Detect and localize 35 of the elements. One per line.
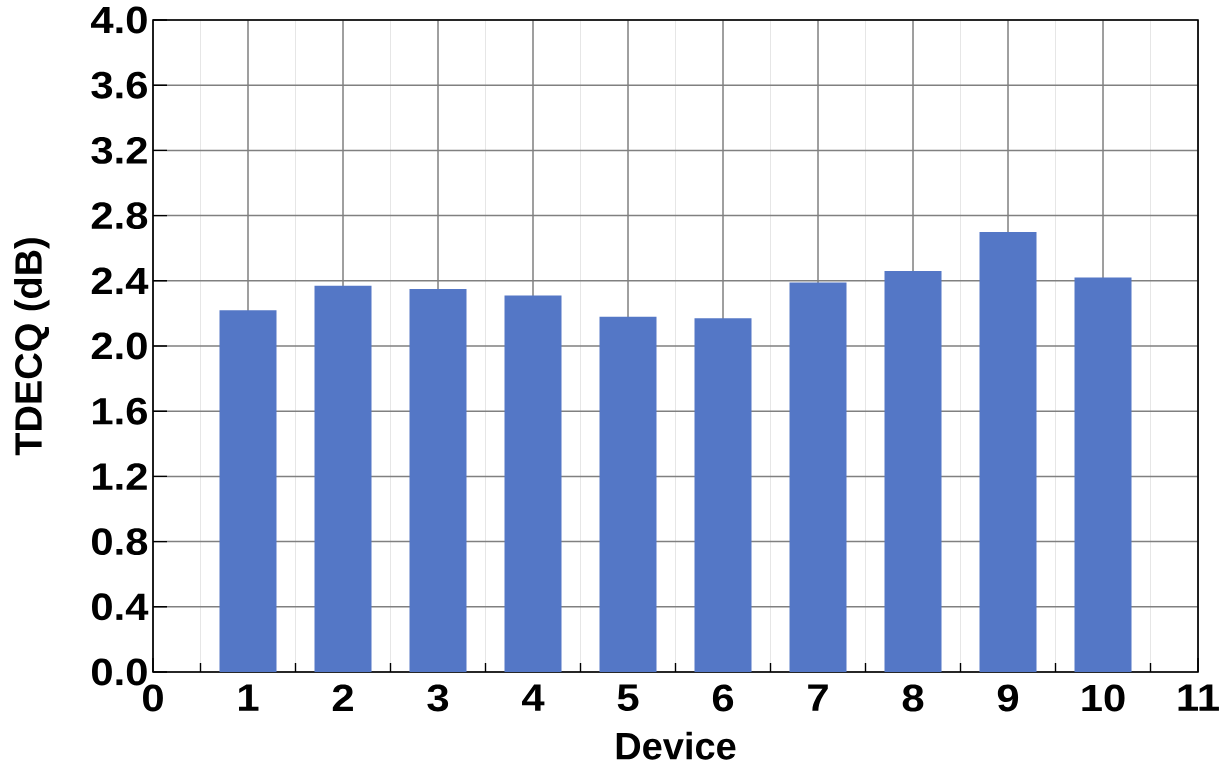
x-tick-label: 6 [712,684,734,712]
x-tick-label: 8 [902,684,924,712]
x-tick-label: 9 [997,684,1019,712]
bar [314,285,372,672]
x-axis-title: Device [616,731,736,760]
x-tick-label: 11 [1178,684,1219,711]
x-tick-label: 1 [239,684,259,711]
x-tick-label: 0 [143,684,163,712]
y-tick-label: 2.0 [91,332,147,360]
bar [1074,277,1132,672]
y-tick-label: 4.0 [90,6,147,34]
y-axis-title: TDECQ (dB) [14,238,50,456]
bar [599,316,657,672]
y-tick-label: 0.4 [92,593,149,621]
x-tick-label: 5 [617,684,639,712]
y-tick-label: 0.8 [92,528,148,556]
y-tick-label: 3.6 [91,71,147,99]
x-tick-label: 4 [522,684,545,711]
x-tick-label: 7 [808,684,828,711]
bar [789,282,847,672]
x-tick-label: 3 [427,684,449,712]
bar [219,310,277,672]
y-tick-label: 3.2 [91,136,147,164]
x-tick-label: 10 [1082,684,1125,712]
y-tick-label: 0.0 [92,658,147,686]
y-tick-label: 1.6 [93,397,147,425]
bar [409,288,467,672]
bar [979,231,1037,672]
y-tick-label: 2.8 [91,202,148,230]
x-tick-label: 2 [332,684,353,712]
bar [884,271,942,672]
bar [694,318,752,672]
y-tick-label: 2.4 [91,267,149,295]
y-tick-label: 1.2 [93,463,147,490]
bar [504,295,562,672]
